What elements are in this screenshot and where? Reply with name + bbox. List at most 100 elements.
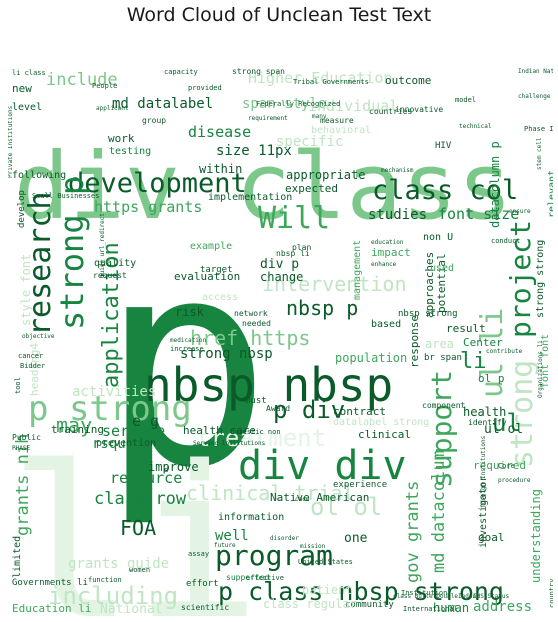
word-population: population xyxy=(335,351,407,365)
word-center: Center xyxy=(463,336,503,349)
word-women: women xyxy=(129,566,150,574)
word-international: International xyxy=(403,605,458,613)
word-experience: experience xyxy=(333,480,387,490)
word-div-div: div div xyxy=(238,443,407,489)
word-enhance: enhance xyxy=(371,261,397,268)
word-work: work xyxy=(108,132,135,145)
word-project: project xyxy=(504,220,537,338)
word-change: change xyxy=(260,270,303,284)
word-bidder: Bidder xyxy=(20,362,45,370)
word-div-p: div p xyxy=(260,257,299,272)
word-clinical: clinical xyxy=(358,428,411,441)
word-intervention: intervention xyxy=(262,272,407,296)
word-federally-recognized: Federally Recognized xyxy=(256,100,340,108)
word-class-bulletdoubleindent: class BulletDoubleIndent xyxy=(393,593,480,600)
word-public: Public xyxy=(12,433,41,442)
word-organizations-li: Organizations li xyxy=(537,340,544,398)
word-nbsp-nbsp: nbsp nbsp xyxy=(144,358,393,412)
word-include: include xyxy=(46,70,118,90)
word-community: community xyxy=(345,600,394,610)
word-div-class: div class xyxy=(14,133,513,240)
word-md-datalabel: md datalabel xyxy=(112,96,213,112)
word-result: result xyxy=(446,322,486,335)
word-testing: testing xyxy=(109,146,151,157)
word-disorder: disorder xyxy=(270,535,299,542)
word-response: response xyxy=(408,315,421,368)
word-identify: identify xyxy=(468,418,507,427)
word-mission: mission xyxy=(300,543,326,550)
word-medication: medication xyxy=(170,337,207,344)
word-education-li: Education li xyxy=(12,602,91,615)
word-request: request xyxy=(93,271,127,280)
word-guide-url-redirect: guide url_redirect xyxy=(99,213,106,278)
word-approaches: approaches xyxy=(423,252,436,318)
word-contribute: contribute xyxy=(486,348,523,355)
word-management: management xyxy=(352,240,363,300)
word-prevention: prevention xyxy=(96,438,156,449)
word-resource: resource xyxy=(110,469,182,487)
word-effort: effort xyxy=(186,579,219,589)
word-e-g: e g xyxy=(132,412,159,430)
word-united-states: United States xyxy=(298,558,353,566)
word-non-u: non U xyxy=(423,232,453,243)
word-network: network xyxy=(234,309,268,318)
word-grants-nih: grants nih xyxy=(13,434,33,536)
word-component: component xyxy=(422,401,466,410)
word-level: level xyxy=(12,102,42,113)
word-li-class: li class xyxy=(12,69,46,77)
word-heading4: heading4 xyxy=(28,343,41,396)
word-ul: ul xyxy=(492,409,521,437)
word-relevant: relevant xyxy=(547,170,553,218)
word-li: li xyxy=(8,421,261,618)
word-studies: studies xyxy=(368,207,427,223)
word-ensure: ensure xyxy=(509,208,531,215)
word-ul-ol: ul ol xyxy=(484,422,523,437)
word-effective: effective xyxy=(246,574,284,582)
word-new: new xyxy=(12,82,32,95)
word-specific: specific xyxy=(276,134,343,150)
word-information: information xyxy=(218,512,284,523)
word-li: li xyxy=(460,349,487,374)
word-nbsp-p: nbsp p xyxy=(286,296,358,320)
word-core: Core xyxy=(498,462,515,470)
word-https-grants: https grants xyxy=(94,198,202,216)
word-p-strong: p strong xyxy=(28,389,192,429)
word-challenge: challenge xyxy=(518,93,551,100)
word-impact: impact xyxy=(371,246,411,259)
word-contract: contract xyxy=(333,405,386,418)
word-gov-grants: gov grants xyxy=(403,481,423,583)
word-cloud: p li div class nbsp nbsp div div p strong deve… xyxy=(8,68,553,618)
word-group: group xyxy=(142,116,166,125)
word-investigator: investigator xyxy=(478,476,489,548)
word-grants-guide: grants guide xyxy=(68,556,169,572)
word-size-11px: size 11px xyxy=(216,143,292,159)
word-nbsp-li: nbsp li xyxy=(276,249,310,258)
word-example: example xyxy=(190,241,232,252)
word-md-datacolum: md datacolum xyxy=(429,450,449,573)
word-health: health xyxy=(463,405,506,419)
word-develop: develop xyxy=(17,190,27,228)
word-provided: provided xyxy=(188,84,222,92)
word-plan: plan xyxy=(292,243,311,252)
word-risk: risk xyxy=(175,305,205,319)
word-domestic-non: domestic non xyxy=(230,428,281,436)
word-must: must xyxy=(245,396,267,406)
word-class-col: class col xyxy=(372,175,518,206)
word-strong-nbsp: strong nbsp xyxy=(180,346,273,362)
word-implementation: implementation xyxy=(208,192,292,203)
word-class-row: class row xyxy=(94,489,187,509)
word-ol-ol: ol ol xyxy=(310,493,382,521)
word-will: Will xyxy=(258,201,330,236)
word-support: support xyxy=(425,370,458,488)
word-ul-li: ul li xyxy=(475,308,510,398)
word-expected: expected xyxy=(285,182,338,195)
word-understanding: understanding xyxy=(529,489,543,583)
word-href-https: href https xyxy=(190,326,310,350)
word-class-regular: class regular xyxy=(263,597,357,611)
word-may: may xyxy=(56,413,92,437)
word-well: well xyxy=(215,528,249,544)
word-scientific: scientific xyxy=(181,603,229,612)
word-needed: needed xyxy=(242,319,271,328)
word-strong: strong xyxy=(505,360,540,468)
word-strong-span: strong span xyxy=(232,68,285,76)
